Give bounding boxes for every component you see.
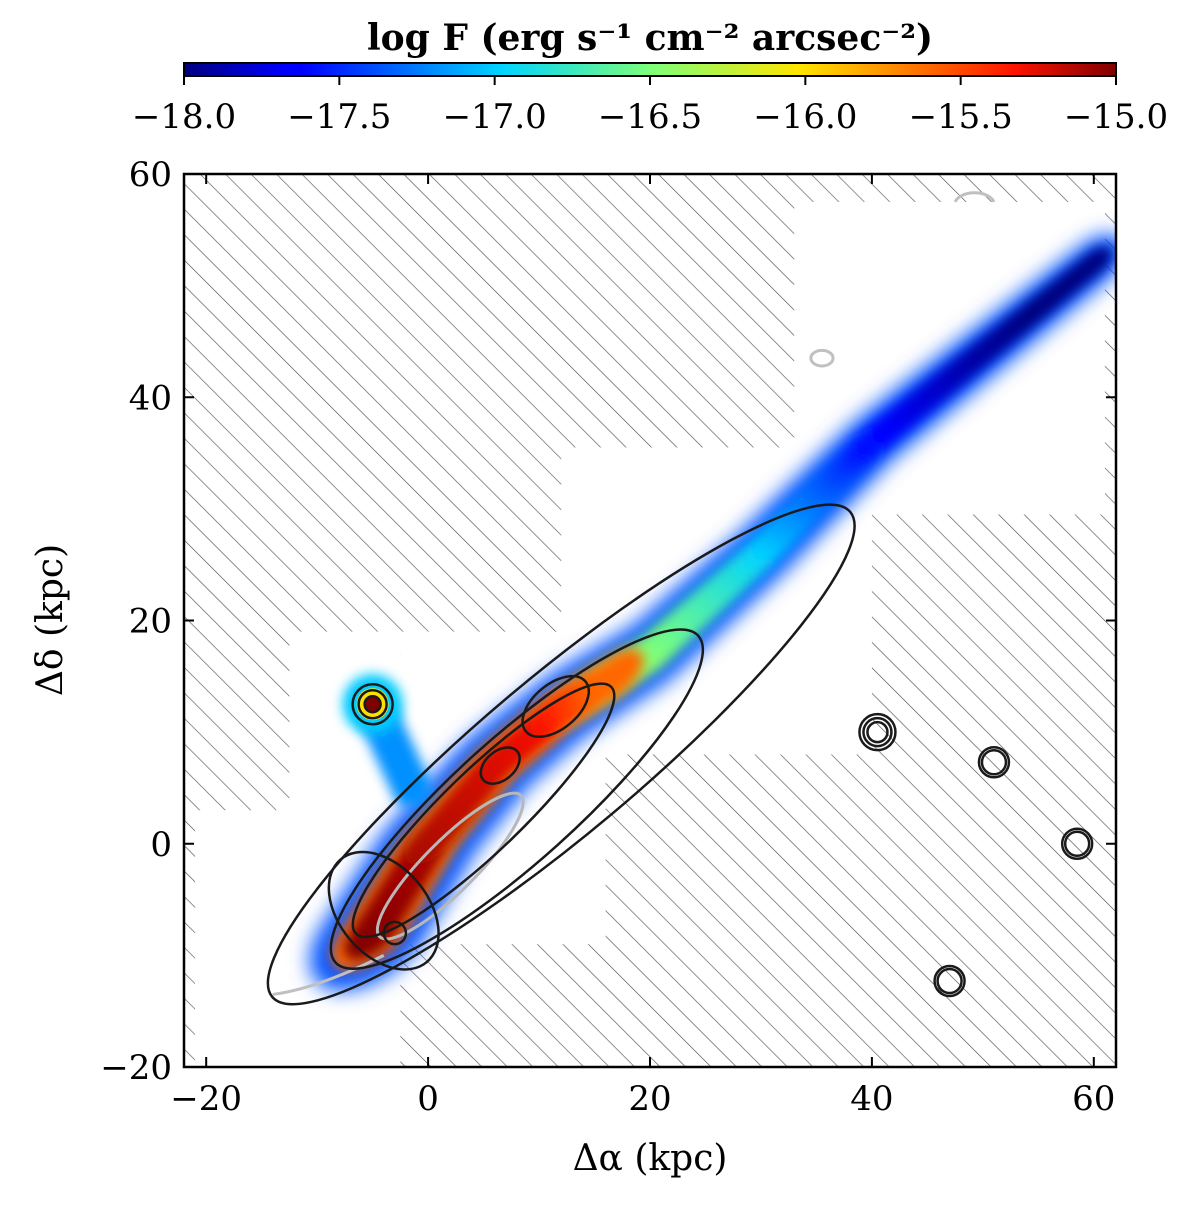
black-contour-level-1 bbox=[266, 503, 856, 1006]
emission-core-blob bbox=[585, 649, 644, 704]
black-contour-level-2 bbox=[329, 628, 705, 970]
y-tick-label: −20 bbox=[100, 1048, 172, 1088]
colorbar-tick-label: −15.0 bbox=[1064, 97, 1168, 137]
y-tick-label: 40 bbox=[129, 378, 172, 418]
gray-contours bbox=[272, 191, 996, 996]
black-contours bbox=[266, 503, 856, 1006]
black-contour-level-3 bbox=[351, 682, 616, 939]
emission-mid-blob bbox=[1075, 246, 1113, 280]
gray-contour bbox=[375, 791, 525, 941]
colorbar-tick-label: −16.5 bbox=[598, 97, 702, 137]
point-source-ring bbox=[866, 720, 889, 744]
x-axis-label: Δα (kpc) bbox=[573, 1138, 728, 1179]
x-tick-label: 20 bbox=[628, 1079, 671, 1119]
colorbar-label: log F (erg s⁻¹ cm⁻² arcsec⁻²) bbox=[367, 17, 933, 59]
companion-core bbox=[364, 696, 381, 713]
colorbar-ticks: −18.0 −17.5 −17.0 −16.5 −16.0 −15.5 −15.0 bbox=[132, 76, 1168, 137]
point-source-ring bbox=[933, 964, 966, 998]
colorbar-tick-label: −17.5 bbox=[287, 97, 391, 137]
gray-contour-top bbox=[953, 191, 996, 203]
point-source-ring bbox=[936, 967, 963, 995]
point-source-ring bbox=[363, 694, 382, 714]
x-tick-label: 40 bbox=[850, 1079, 893, 1119]
y-axis-label: Δδ (kpc) bbox=[30, 544, 71, 696]
colorbar-gradient bbox=[183, 62, 1117, 77]
black-contour-peak bbox=[521, 674, 590, 738]
point-source-ring bbox=[980, 749, 1008, 776]
point-source-ring bbox=[1060, 827, 1094, 860]
colorbar-tick-label: −17.0 bbox=[443, 97, 547, 137]
point-source-ring bbox=[351, 682, 394, 726]
gray-contour-small bbox=[809, 348, 835, 368]
point-source-ring bbox=[357, 688, 388, 720]
gray-contour-arc bbox=[272, 954, 385, 996]
point-source-ring bbox=[1063, 830, 1091, 857]
y-tick-label: 60 bbox=[129, 155, 172, 195]
point-source-ring bbox=[862, 716, 893, 748]
y-tick-label: 20 bbox=[129, 602, 172, 642]
colorbar-tick-label: −15.5 bbox=[909, 97, 1013, 137]
bridge-blob bbox=[391, 767, 432, 808]
x-tick-label: −20 bbox=[170, 1079, 242, 1119]
y-tick-label: 0 bbox=[150, 825, 172, 865]
black-contour-peak bbox=[479, 746, 521, 785]
colorbar-tick-label: −16.0 bbox=[753, 97, 857, 137]
colorbar: log F (erg s⁻¹ cm⁻² arcsec⁻²) −18.0 −17.5… bbox=[132, 17, 1168, 137]
point-source-ring bbox=[977, 746, 1011, 779]
point-source-contours bbox=[351, 682, 1094, 998]
observed-footprint bbox=[195, 810, 290, 1067]
x-tick-label: 60 bbox=[1072, 1079, 1115, 1119]
black-contour-peak bbox=[327, 850, 440, 971]
black-contour-peak bbox=[382, 920, 408, 946]
colorbar-tick-label: −18.0 bbox=[132, 97, 236, 137]
y-axis-ticks: −20 0 20 40 60 bbox=[100, 155, 1116, 1088]
x-axis-ticks: −20 0 20 40 60 bbox=[170, 174, 1115, 1119]
point-source-ring bbox=[858, 712, 897, 752]
plot-area bbox=[184, 174, 1116, 1067]
x-tick-label: 0 bbox=[417, 1079, 439, 1119]
